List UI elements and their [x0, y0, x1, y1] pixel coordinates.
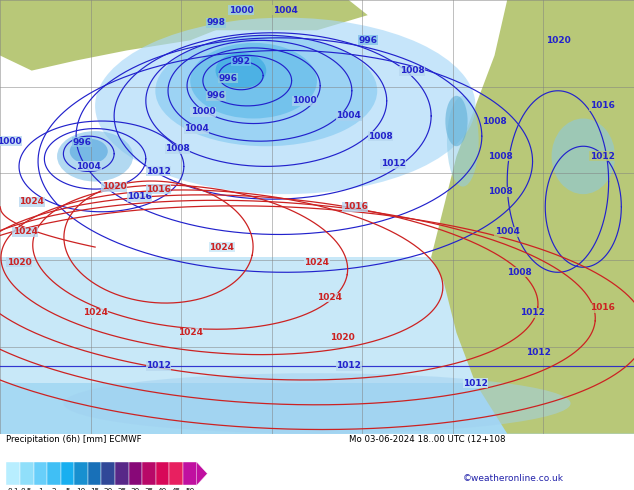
- Bar: [183, 462, 197, 486]
- Text: 5: 5: [65, 489, 70, 490]
- Text: 0.5: 0.5: [21, 489, 32, 490]
- Text: 1016: 1016: [127, 192, 152, 201]
- Text: 1020: 1020: [545, 36, 571, 45]
- Bar: [142, 462, 156, 486]
- Text: 1012: 1012: [146, 167, 171, 176]
- Text: 1008: 1008: [482, 117, 507, 125]
- Polygon shape: [197, 462, 207, 486]
- Text: 15: 15: [90, 489, 100, 490]
- Text: 1000: 1000: [229, 5, 253, 15]
- Polygon shape: [158, 0, 368, 30]
- Text: 1012: 1012: [336, 361, 361, 370]
- Text: 1008: 1008: [368, 132, 393, 141]
- Ellipse shape: [445, 96, 468, 146]
- Text: 20: 20: [103, 489, 113, 490]
- Text: 1004: 1004: [336, 112, 361, 121]
- Text: 996: 996: [73, 138, 92, 147]
- Text: 1016: 1016: [342, 202, 368, 211]
- Text: 1012: 1012: [590, 152, 615, 161]
- Bar: [0, 383, 634, 434]
- Ellipse shape: [95, 18, 476, 194]
- Text: 45: 45: [172, 489, 181, 490]
- Bar: [101, 462, 115, 486]
- Bar: [34, 462, 47, 486]
- Text: 50: 50: [185, 489, 195, 490]
- Text: 1024: 1024: [304, 258, 330, 267]
- Text: 1016: 1016: [590, 101, 615, 110]
- Text: 1024: 1024: [19, 197, 44, 206]
- Text: 1012: 1012: [526, 348, 552, 358]
- Text: 1020: 1020: [330, 333, 355, 343]
- Polygon shape: [431, 0, 634, 434]
- Text: 1016: 1016: [146, 185, 171, 194]
- Text: 35: 35: [145, 489, 153, 490]
- Text: 992: 992: [231, 57, 250, 66]
- Text: 1000: 1000: [292, 97, 316, 105]
- Ellipse shape: [190, 43, 317, 119]
- Text: 1012: 1012: [380, 159, 406, 169]
- Text: 1008: 1008: [488, 152, 514, 161]
- Text: 1004: 1004: [273, 5, 298, 15]
- Bar: [20, 462, 34, 486]
- Text: 1004: 1004: [495, 227, 520, 237]
- Text: 1012: 1012: [146, 361, 171, 370]
- Text: 1004: 1004: [184, 124, 209, 133]
- Text: 0.1: 0.1: [8, 489, 19, 490]
- Text: 40: 40: [158, 489, 167, 490]
- Text: 25: 25: [117, 489, 126, 490]
- Text: 1004: 1004: [76, 162, 101, 171]
- Text: 1008: 1008: [165, 144, 190, 153]
- Text: 1024: 1024: [178, 328, 203, 337]
- Bar: [0, 257, 634, 434]
- Bar: [6, 462, 20, 486]
- Ellipse shape: [57, 131, 133, 181]
- Bar: [115, 462, 129, 486]
- Text: 1000: 1000: [191, 107, 215, 117]
- Bar: [169, 462, 183, 486]
- Polygon shape: [0, 0, 241, 71]
- Text: ©weatheronline.co.uk: ©weatheronline.co.uk: [463, 474, 564, 483]
- Bar: [88, 462, 101, 486]
- Bar: [74, 462, 88, 486]
- Text: 1024: 1024: [317, 293, 342, 302]
- Text: 1008: 1008: [507, 268, 533, 277]
- Text: 1008: 1008: [488, 187, 514, 196]
- Text: 1012: 1012: [463, 379, 488, 388]
- Bar: [156, 462, 169, 486]
- Text: 1012: 1012: [520, 308, 545, 317]
- Text: 1: 1: [38, 489, 42, 490]
- Ellipse shape: [63, 373, 571, 434]
- Text: 996: 996: [219, 74, 238, 83]
- Bar: [129, 462, 142, 486]
- Ellipse shape: [552, 119, 615, 194]
- Ellipse shape: [155, 35, 377, 146]
- Text: 996: 996: [358, 36, 377, 45]
- Bar: [61, 462, 74, 486]
- Text: Mo 03-06-2024 18..00 UTC (12+108: Mo 03-06-2024 18..00 UTC (12+108: [349, 435, 505, 444]
- Text: 1000: 1000: [0, 137, 22, 146]
- Ellipse shape: [70, 139, 108, 164]
- Text: 30: 30: [131, 489, 140, 490]
- Text: 1024: 1024: [82, 308, 108, 317]
- Text: 1024: 1024: [209, 243, 235, 251]
- Text: 10: 10: [77, 489, 86, 490]
- Text: 1008: 1008: [399, 66, 425, 75]
- Text: Precipitation (6h) [mm] ECMWF: Precipitation (6h) [mm] ECMWF: [6, 435, 142, 444]
- Text: 1016: 1016: [590, 303, 615, 312]
- Text: 1020: 1020: [6, 258, 32, 267]
- Text: 2: 2: [51, 489, 56, 490]
- Text: 996: 996: [206, 91, 225, 100]
- Ellipse shape: [216, 53, 266, 88]
- Bar: [47, 462, 61, 486]
- Polygon shape: [507, 0, 634, 131]
- Ellipse shape: [447, 96, 479, 187]
- Text: 998: 998: [206, 18, 225, 27]
- Text: 1020: 1020: [101, 182, 127, 191]
- Text: 1024: 1024: [13, 227, 38, 237]
